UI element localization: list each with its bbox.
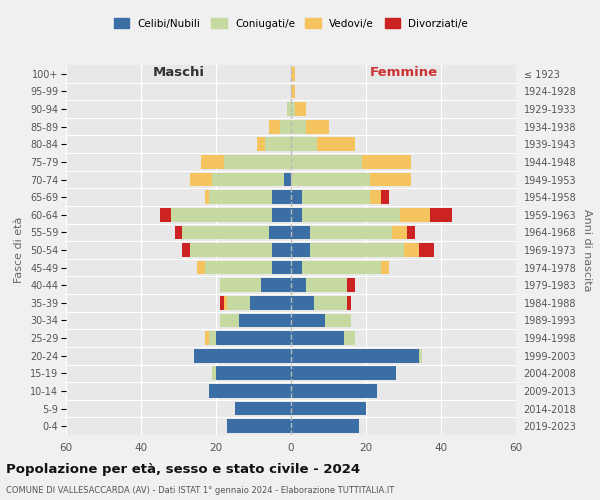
Bar [407,226,415,239]
Bar [284,172,291,186]
Bar [347,278,355,292]
Bar [291,278,306,292]
Bar [227,420,291,433]
Bar [392,226,407,239]
Text: Femmine: Femmine [370,66,437,79]
Bar [209,384,291,398]
Bar [370,190,381,204]
Bar [269,226,291,239]
Y-axis label: Anni di nascita: Anni di nascita [582,209,592,291]
Bar [291,366,396,380]
Bar [272,208,291,222]
Bar [220,296,223,310]
Bar [265,138,291,151]
Bar [381,190,389,204]
Bar [347,296,351,310]
Bar [182,243,190,257]
Bar [205,190,209,204]
Bar [291,208,302,222]
Bar [291,84,295,98]
Bar [314,296,347,310]
Bar [291,420,359,433]
Bar [272,243,291,257]
Bar [227,296,250,310]
Bar [193,349,291,362]
Bar [175,226,182,239]
Bar [223,155,291,169]
Bar [306,278,347,292]
Bar [419,349,422,362]
Bar [205,331,209,345]
Bar [212,172,284,186]
Bar [291,402,366,415]
Text: Maschi: Maschi [152,66,205,79]
Bar [261,278,291,292]
Bar [430,208,452,222]
Bar [182,226,269,239]
Bar [209,190,272,204]
Bar [310,226,392,239]
Bar [302,208,400,222]
Text: Popolazione per età, sesso e stato civile - 2024: Popolazione per età, sesso e stato civil… [6,462,360,475]
Bar [310,243,404,257]
Bar [400,208,430,222]
Bar [291,260,302,274]
Bar [197,260,205,274]
Bar [343,331,355,345]
Bar [381,260,389,274]
Bar [291,384,377,398]
Bar [239,314,291,328]
Bar [317,138,355,151]
Text: COMUNE DI VALLESACCARDA (AV) - Dati ISTAT 1° gennaio 2024 - Elaborazione TUTTITA: COMUNE DI VALLESACCARDA (AV) - Dati ISTA… [6,486,394,495]
Bar [205,260,272,274]
Bar [235,402,291,415]
Bar [190,172,212,186]
Legend: Celibi/Nubili, Coniugati/e, Vedovi/e, Divorziati/e: Celibi/Nubili, Coniugati/e, Vedovi/e, Di… [114,18,468,28]
Bar [216,366,291,380]
Bar [190,243,272,257]
Bar [209,331,216,345]
Bar [250,296,291,310]
Bar [291,102,295,116]
Bar [291,296,314,310]
Bar [272,190,291,204]
Bar [404,243,419,257]
Bar [287,102,291,116]
Bar [201,155,223,169]
Bar [295,102,306,116]
Bar [325,314,351,328]
Bar [160,208,171,222]
Bar [212,366,216,380]
Bar [171,208,272,222]
Bar [269,120,280,134]
Bar [291,243,310,257]
Bar [280,120,291,134]
Y-axis label: Fasce di età: Fasce di età [14,217,25,283]
Bar [220,314,239,328]
Bar [291,190,302,204]
Bar [291,349,419,362]
Bar [291,331,343,345]
Bar [362,155,411,169]
Bar [291,226,310,239]
Bar [370,172,411,186]
Bar [291,67,295,80]
Bar [216,331,291,345]
Bar [302,190,370,204]
Bar [272,260,291,274]
Bar [223,296,227,310]
Bar [419,243,433,257]
Bar [257,138,265,151]
Bar [291,172,370,186]
Bar [291,314,325,328]
Bar [302,260,381,274]
Bar [291,155,362,169]
Bar [220,278,261,292]
Bar [306,120,329,134]
Bar [291,120,306,134]
Bar [291,138,317,151]
